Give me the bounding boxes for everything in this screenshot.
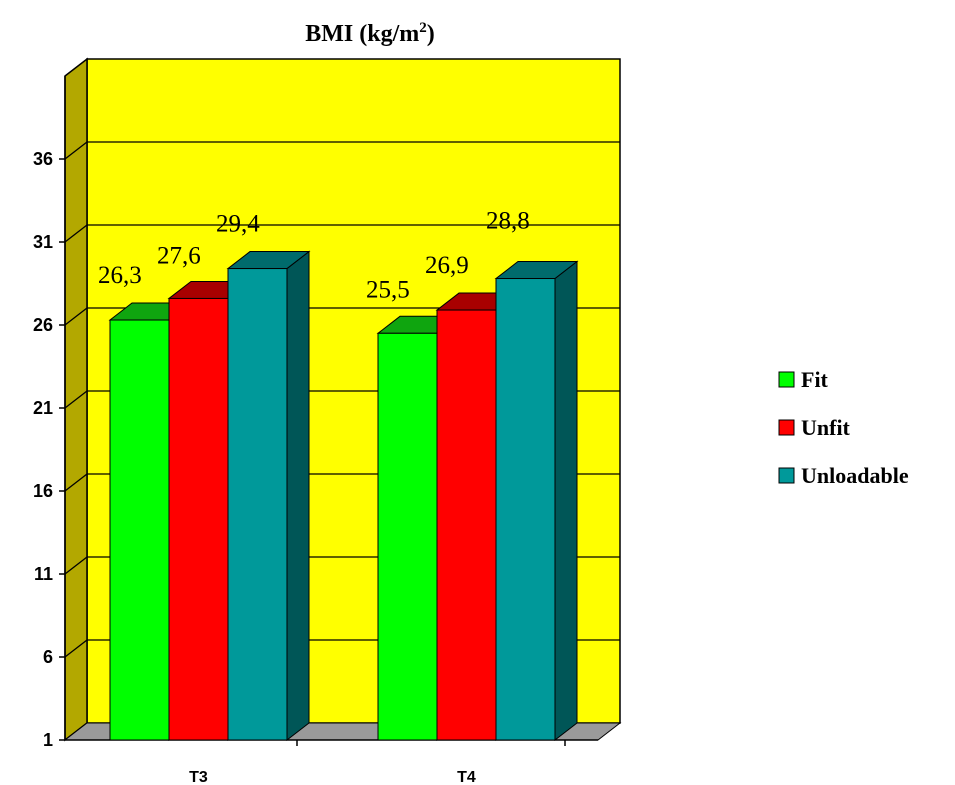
gridline-side xyxy=(64,307,88,326)
data-label: 26,3 xyxy=(98,262,142,289)
y-tick-label: 21 xyxy=(33,398,53,418)
x-tick-label: T3 xyxy=(189,769,208,785)
data-label: 27,6 xyxy=(157,242,201,269)
y-tick-label: 16 xyxy=(33,481,53,501)
data-label: 25,5 xyxy=(366,276,410,303)
bar-unloadable-t4 xyxy=(495,278,556,741)
gridline-side xyxy=(64,390,88,409)
gridline-side xyxy=(64,556,88,575)
gridline-side xyxy=(64,141,88,160)
data-label: 28,8 xyxy=(486,208,530,235)
y-tick-label: 11 xyxy=(34,564,53,584)
bar-unloadable-t3 xyxy=(227,268,288,741)
legend: Fit Unfit Unloadable xyxy=(778,367,909,488)
gridline-side xyxy=(64,224,88,243)
legend-label-fit: Fit xyxy=(801,367,829,392)
bar-unfit-t4 xyxy=(436,309,497,741)
chart-title-superscript: 2 xyxy=(419,20,427,36)
data-label: 29,4 xyxy=(216,211,260,238)
data-label: 26,9 xyxy=(425,252,469,279)
chart-title: BMI (kg/m2) xyxy=(305,20,435,47)
y-tick-label: 31 xyxy=(33,232,53,252)
plot-area: 16111621263136T326,327,629,4T425,526,928… xyxy=(33,57,622,785)
chart-title-suffix: ) xyxy=(427,21,435,47)
bar-side xyxy=(554,260,578,742)
bar-unfit-t3 xyxy=(168,297,229,741)
x-tick-label: T4 xyxy=(457,769,476,785)
legend-swatch-fit xyxy=(778,371,795,388)
legend-swatch-unloadable xyxy=(778,467,795,484)
y-tick-label: 26 xyxy=(33,315,53,335)
chart-title-main: BMI (kg/m xyxy=(305,21,419,47)
legend-swatch-unfit xyxy=(778,419,795,436)
legend-label-unloadable: Unloadable xyxy=(801,463,909,488)
gridline-side xyxy=(64,473,88,492)
y-tick-label: 1 xyxy=(43,730,53,750)
y-tick-label: 36 xyxy=(33,149,53,169)
gridline-side xyxy=(64,639,88,658)
bar-fit-t4 xyxy=(377,332,438,741)
legend-label-unfit: Unfit xyxy=(801,415,851,440)
bar-fit-t3 xyxy=(109,319,170,741)
y-tick-label: 6 xyxy=(43,647,53,667)
bar-side xyxy=(286,250,310,742)
